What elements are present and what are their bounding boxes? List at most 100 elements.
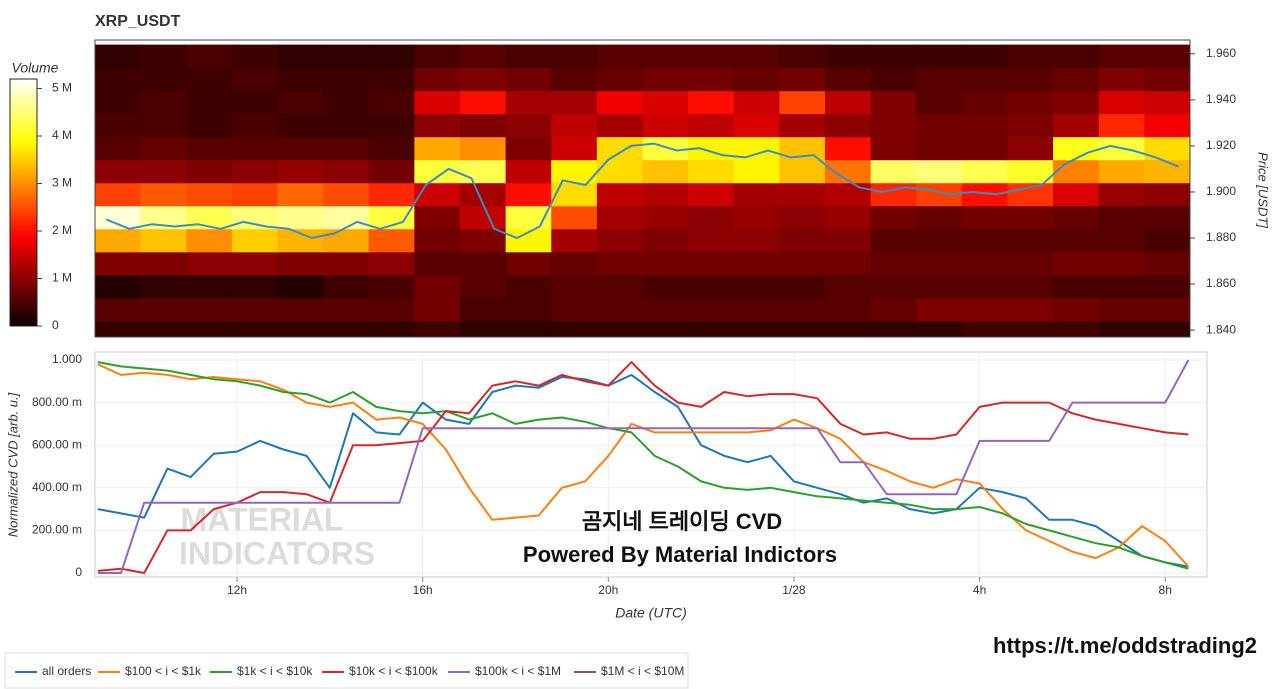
heat-cell	[779, 205, 826, 230]
heat-cell	[642, 136, 689, 161]
heat-cell	[961, 297, 1008, 322]
heat-cell	[1144, 67, 1190, 92]
heat-cell	[596, 274, 643, 299]
link[interactable]: https://t.me/oddstrading2	[993, 633, 1257, 658]
heat-cell	[186, 113, 233, 138]
heat-cell	[186, 67, 233, 92]
heat-cell	[505, 274, 552, 299]
heat-cell	[1053, 182, 1100, 207]
heat-cell	[961, 90, 1008, 115]
heat-cell	[460, 228, 507, 253]
heat-cell	[596, 251, 643, 276]
heat-cell	[323, 228, 370, 253]
heat-cell	[414, 274, 461, 299]
price-line	[106, 142, 1179, 240]
heat-cell	[505, 297, 552, 322]
heat-cell	[460, 44, 507, 69]
heat-cell	[231, 251, 278, 276]
heat-cell	[642, 228, 689, 253]
heat-cell	[779, 90, 826, 115]
heat-cell	[733, 274, 780, 299]
heat-cell	[1144, 136, 1190, 161]
heat-cell	[551, 320, 598, 337]
heat-cell	[140, 228, 187, 253]
heat-cell	[733, 159, 780, 184]
heat-cell	[277, 320, 324, 337]
heat-cell	[596, 136, 643, 161]
heat-cell	[1053, 205, 1100, 230]
heat-cell	[779, 113, 826, 138]
heat-cell	[1144, 90, 1190, 115]
heat-cell	[733, 90, 780, 115]
heat-cell	[323, 136, 370, 161]
heat-cell	[870, 44, 917, 69]
heat-cell	[688, 182, 735, 207]
heat-cell	[961, 182, 1008, 207]
heat-cell	[779, 67, 826, 92]
heat-cell	[688, 251, 735, 276]
annotation: Powered By Material Indictors	[523, 542, 837, 567]
heat-cell	[368, 320, 415, 337]
x-tick-label: 16h	[413, 583, 433, 597]
heat-cell	[779, 159, 826, 184]
heat-cell	[277, 228, 324, 253]
heat-cell	[596, 320, 643, 337]
heat-cell	[733, 251, 780, 276]
heat-cell	[733, 228, 780, 253]
heat-cell	[551, 90, 598, 115]
heat-cell	[505, 182, 552, 207]
heat-cell	[1053, 67, 1100, 92]
colorbar-tick-label: 0	[52, 318, 59, 332]
heat-cell	[368, 90, 415, 115]
heat-cell	[323, 297, 370, 322]
y-tick-label: 600.00 m	[32, 437, 82, 451]
heat-cell	[505, 67, 552, 92]
heat-cell	[186, 90, 233, 115]
heat-cell	[460, 90, 507, 115]
heat-cell	[277, 205, 324, 230]
heat-cell	[460, 159, 507, 184]
heat-cell	[688, 90, 735, 115]
heat-cell	[140, 182, 187, 207]
heat-cell	[642, 182, 689, 207]
heat-cell	[140, 136, 187, 161]
heat-cell	[95, 274, 142, 299]
heat-cell	[1144, 182, 1190, 207]
y-tick-label: 200.00 m	[32, 523, 82, 537]
heat-cell	[95, 205, 142, 230]
y-tick-label: 1.880	[1206, 230, 1236, 244]
heat-cell	[961, 113, 1008, 138]
heat-cell	[95, 113, 142, 138]
heat-cell	[323, 274, 370, 299]
heat-cell	[414, 205, 461, 230]
heat-cell	[1053, 297, 1100, 322]
heat-cell	[277, 136, 324, 161]
heat-cell	[825, 228, 872, 253]
heat-cell	[551, 113, 598, 138]
heat-cell	[596, 182, 643, 207]
heat-cell	[95, 44, 142, 69]
heat-cell	[414, 159, 461, 184]
heat-cell	[1007, 67, 1054, 92]
heat-cell	[642, 44, 689, 69]
heat-cell	[368, 136, 415, 161]
heat-cell	[779, 274, 826, 299]
heat-cell	[186, 228, 233, 253]
heat-cell	[642, 297, 689, 322]
heat-cell	[414, 136, 461, 161]
chart-title: XRP_USDT	[95, 13, 181, 30]
heat-cell	[1053, 136, 1100, 161]
heat-cell	[642, 205, 689, 230]
heat-cell	[1007, 136, 1054, 161]
colorbar-tick-label: 5 M	[52, 81, 72, 95]
heat-cell	[95, 159, 142, 184]
heat-cell	[186, 297, 233, 322]
heat-cell	[825, 136, 872, 161]
heat-cell	[231, 44, 278, 69]
heat-cell	[870, 251, 917, 276]
heat-cell	[596, 159, 643, 184]
heat-cell	[95, 320, 142, 337]
heat-cell	[231, 136, 278, 161]
legend	[4, 652, 689, 689]
